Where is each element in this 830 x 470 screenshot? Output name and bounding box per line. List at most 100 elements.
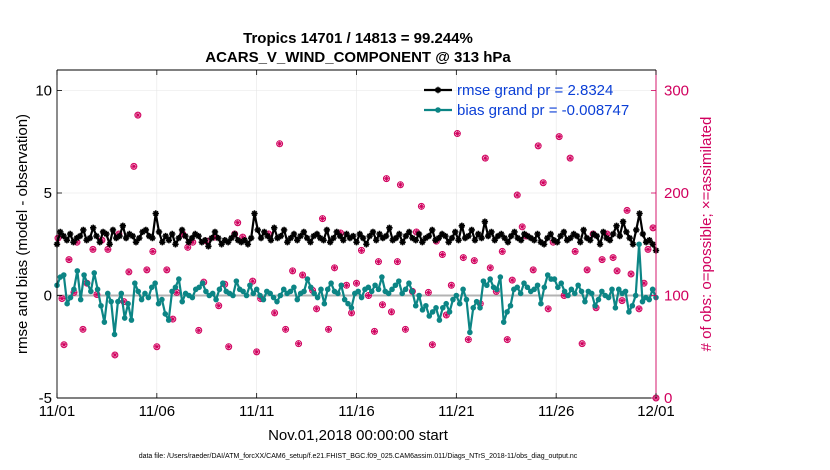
- bias-point: [162, 311, 169, 317]
- rmse-point: [570, 230, 577, 238]
- rmse-point: [432, 236, 439, 244]
- obs-assimilated-marker: [150, 248, 156, 255]
- obs-possible-marker: [644, 245, 652, 253]
- rmse-point: [254, 226, 261, 234]
- bias-point: [626, 309, 632, 315]
- rmse-point: [419, 239, 426, 246]
- rmse-point: [172, 241, 179, 248]
- rmse-point: [93, 232, 100, 240]
- x-tick-label: 11/26: [538, 403, 574, 420]
- rmse-point: [452, 228, 459, 236]
- rmse-point: [182, 232, 189, 240]
- obs-assimilated-marker: [254, 349, 260, 355]
- bias-point: [328, 280, 334, 287]
- rmse-point: [119, 222, 127, 229]
- obs-possible-marker: [289, 267, 297, 275]
- bias-point: [636, 241, 642, 248]
- obs-possible-marker: [225, 343, 233, 351]
- bias-point: [436, 317, 443, 323]
- rmse-point: [396, 230, 403, 238]
- bias-point: [176, 276, 182, 282]
- legend-label: rmse grand pr = 2.8324: [457, 82, 613, 99]
- bias-point: [551, 276, 558, 282]
- bias-point: [84, 280, 91, 287]
- obs-possible-marker: [442, 311, 450, 319]
- obs-assimilated-marker: [584, 267, 590, 273]
- bias-point: [71, 286, 77, 293]
- obs-assimilated-marker: [290, 268, 296, 274]
- bias-point: [558, 280, 565, 287]
- obs-assimilated-marker: [599, 257, 605, 263]
- rmse-point: [126, 230, 133, 238]
- bias-point: [500, 319, 507, 325]
- obs-possible-marker: [486, 264, 494, 272]
- bias-point: [456, 300, 463, 307]
- obs-assimilated-marker: [628, 271, 634, 277]
- obs-assimilated-marker: [509, 277, 515, 283]
- bias-point: [240, 288, 246, 295]
- obs-possible-marker: [364, 292, 372, 299]
- obs-assimilated-marker: [112, 352, 118, 358]
- x-tick-label: 11/11: [239, 403, 274, 420]
- bias-point: [77, 296, 84, 303]
- bias-point: [487, 276, 493, 282]
- bias-point: [571, 290, 578, 297]
- obs-assimilated-marker: [144, 267, 150, 273]
- obs-possible-marker: [253, 348, 261, 356]
- rmse-point: [435, 234, 442, 242]
- obs-assimilated-marker: [212, 234, 218, 240]
- obs-assimilated-marker: [604, 231, 610, 237]
- rmse-point: [330, 234, 337, 242]
- obs-assimilated-marker: [448, 282, 454, 288]
- obs-assimilated-marker: [535, 143, 541, 149]
- x-tick-label: 12/01: [637, 403, 675, 420]
- obs-assimilated-marker: [180, 231, 186, 237]
- rmse-point: [76, 232, 84, 240]
- rmse-point: [626, 234, 633, 242]
- bias-point: [534, 282, 541, 289]
- bias-point: [588, 290, 595, 297]
- bias-point: [348, 305, 355, 311]
- obs-assimilated-marker: [614, 268, 620, 274]
- bias-point: [477, 305, 483, 311]
- rmse-point: [465, 232, 472, 240]
- rmse-point: [379, 234, 387, 242]
- obs-possible-marker: [424, 288, 432, 296]
- rmse-point: [524, 232, 531, 240]
- obs-assimilated-marker: [530, 267, 536, 273]
- obs-assimilated-marker: [66, 257, 72, 263]
- obs-possible-marker: [282, 325, 290, 333]
- rmse-point: [438, 230, 446, 238]
- obs-possible-marker: [319, 215, 327, 223]
- bias-point: [368, 288, 375, 295]
- bias-point: [311, 290, 317, 297]
- obs-possible-marker: [357, 246, 365, 254]
- obs-assimilated-marker: [402, 326, 409, 332]
- bias-point: [392, 282, 399, 289]
- obs-possible-marker: [539, 179, 547, 187]
- obs-assimilated-marker: [371, 328, 378, 334]
- rmse-point: [326, 239, 334, 246]
- rmse-point: [521, 230, 528, 238]
- bias-point: [118, 290, 125, 297]
- obs-assimilated-marker: [59, 295, 65, 302]
- bias-point: [64, 300, 70, 307]
- rmse-point: [241, 236, 248, 244]
- rmse-point: [600, 228, 607, 236]
- rmse-point: [271, 224, 278, 232]
- rmse-point: [373, 236, 380, 244]
- obs-assimilated-marker: [365, 292, 372, 299]
- rmse-point: [208, 234, 215, 242]
- rmse-point: [547, 230, 554, 238]
- bias-point: [216, 286, 223, 293]
- rmse-point: [300, 228, 308, 236]
- rmse-point: [442, 232, 449, 240]
- obs-assimilated-marker: [460, 254, 466, 261]
- rmse-point: [606, 236, 614, 244]
- rmse-point: [211, 228, 219, 236]
- obs-assimilated-marker: [418, 203, 424, 209]
- rmse-point: [175, 234, 182, 242]
- rmse-point: [228, 234, 235, 242]
- bias-point: [494, 286, 500, 293]
- rmse-point: [511, 228, 518, 236]
